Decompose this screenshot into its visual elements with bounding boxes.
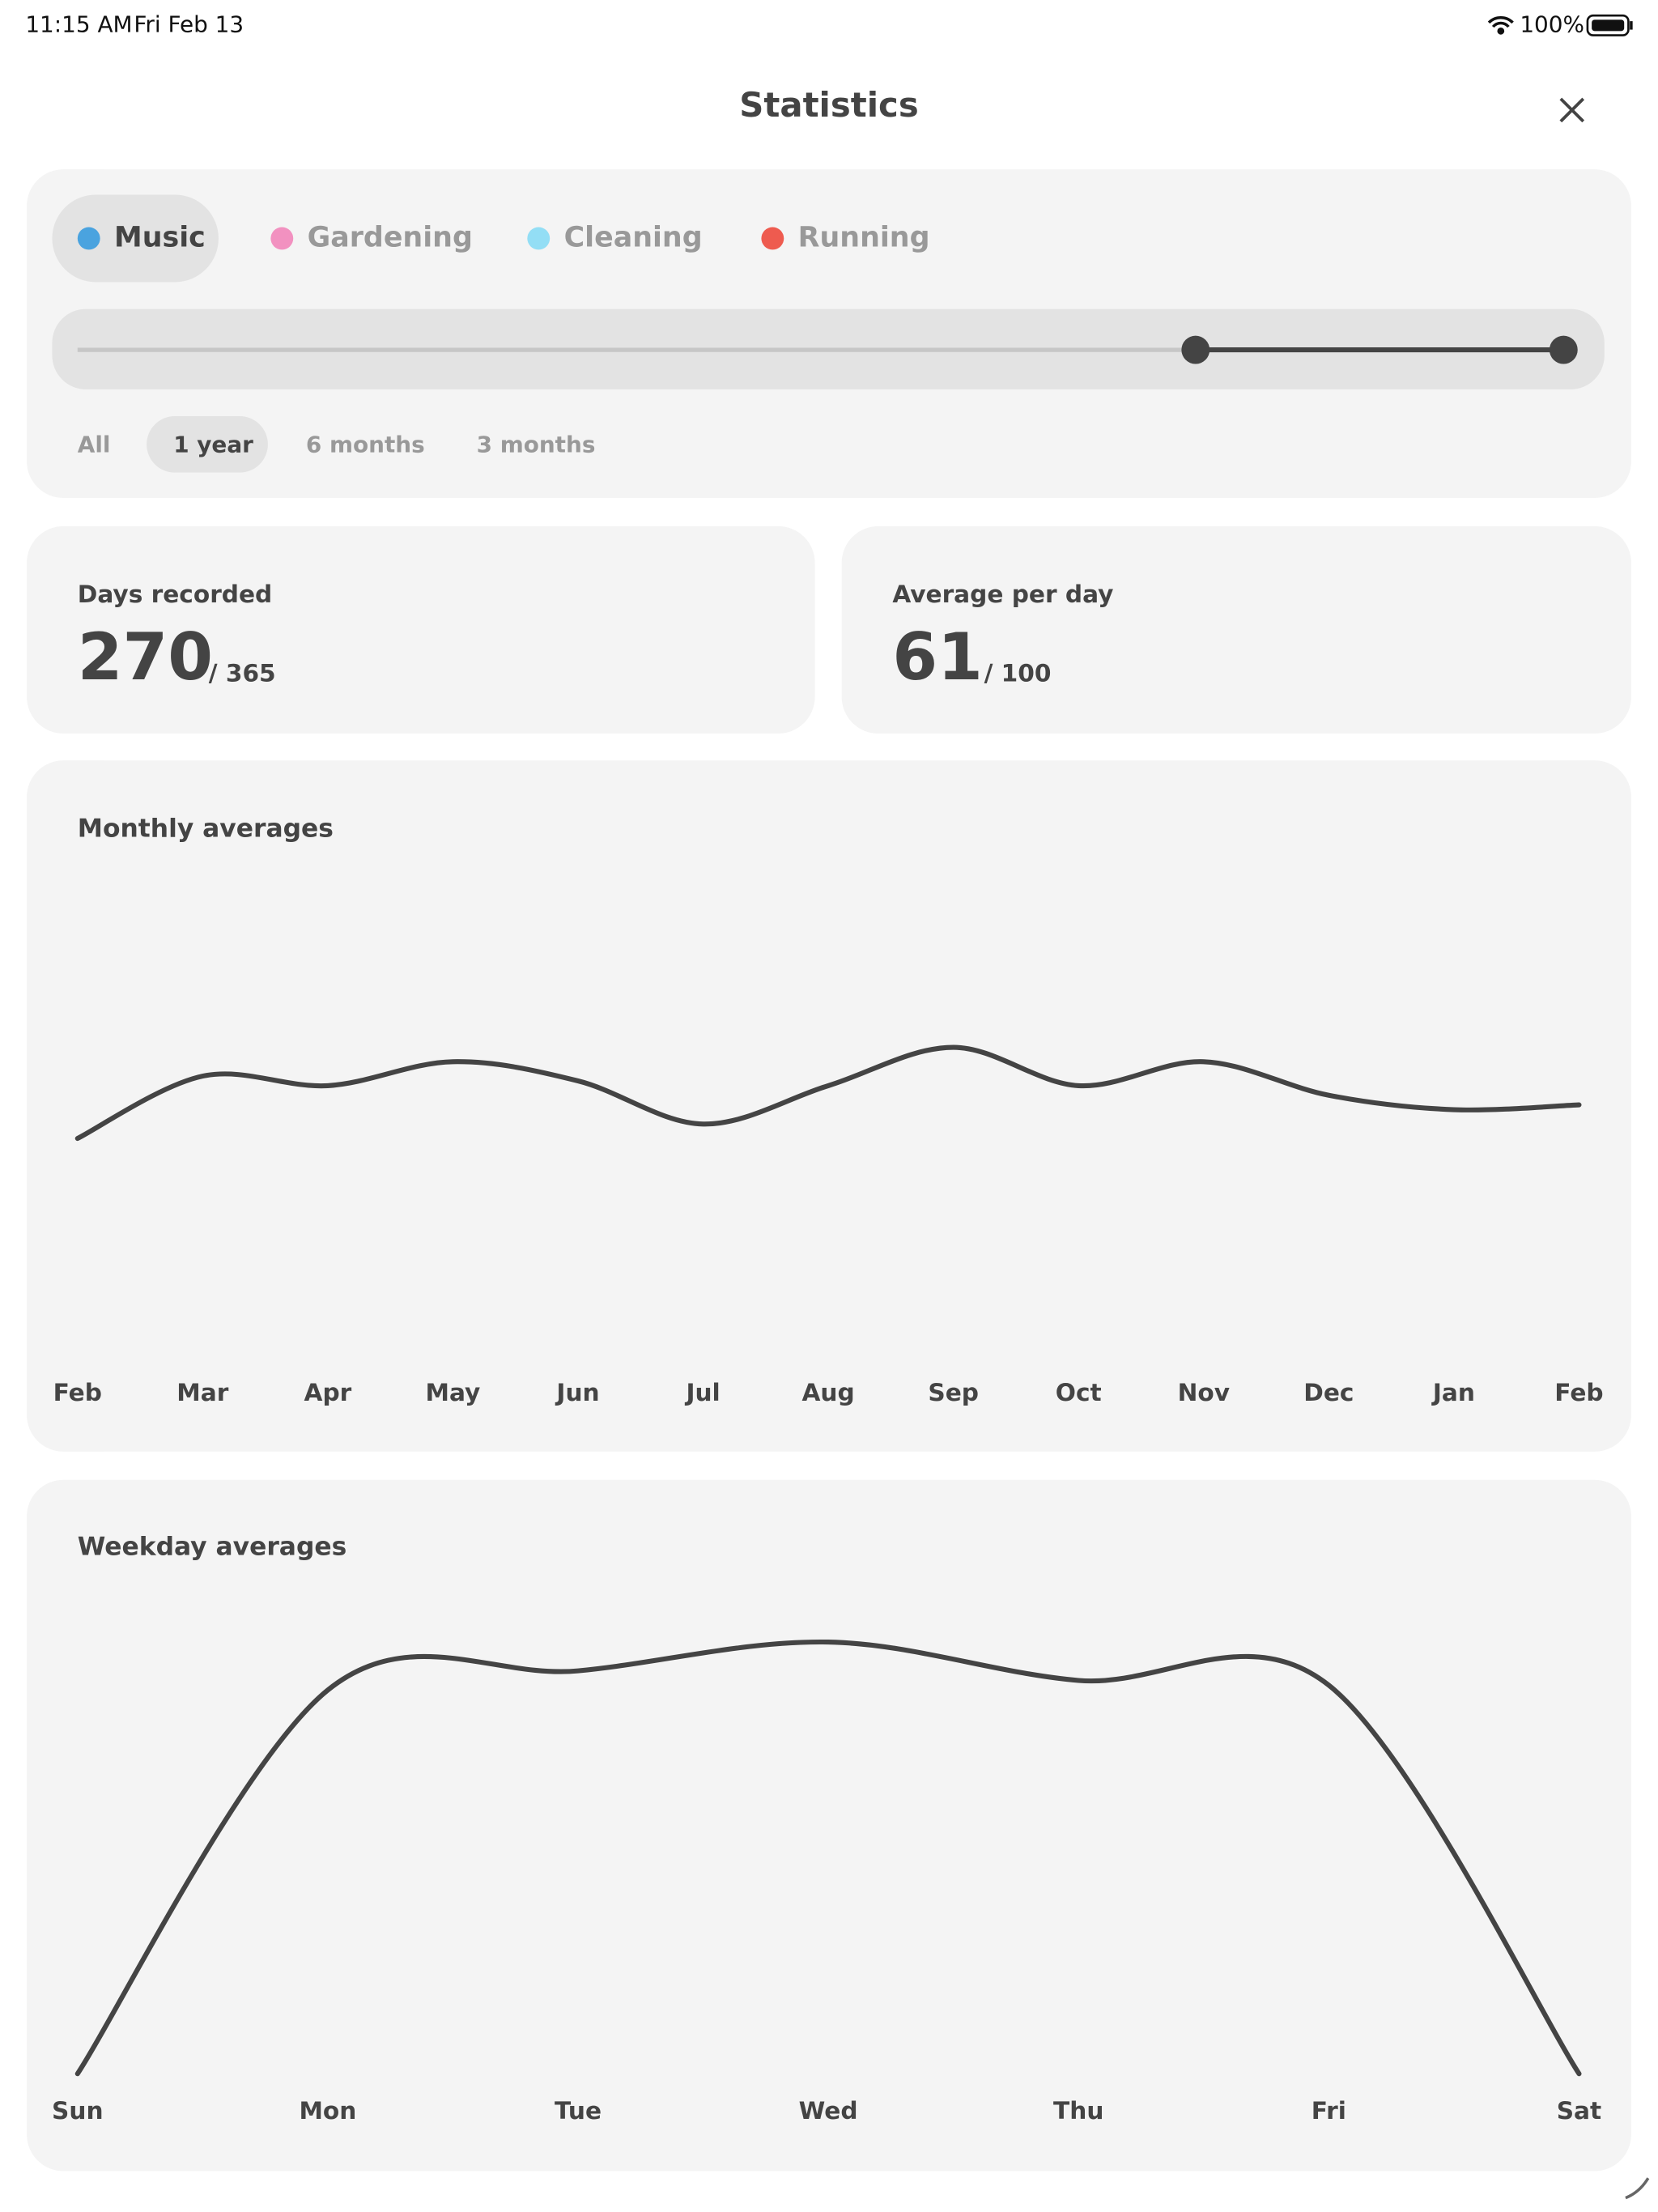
tab-dot [270, 227, 294, 250]
x-tick-label: Nov [1178, 1379, 1230, 1406]
line-series [74, 1044, 1582, 1142]
close-button[interactable] [1559, 97, 1585, 123]
tab-dot [761, 227, 784, 250]
stat-card [27, 525, 815, 734]
stat-value: 61 [892, 619, 982, 695]
x-tick-label: Feb [1554, 1379, 1603, 1406]
stat-label: Days recorded [78, 581, 272, 608]
tab-bar: Music Gardening Cleaning Running [52, 194, 930, 283]
stat-label: Average per day [892, 581, 1113, 608]
x-tick-label: Mon [299, 2097, 356, 2125]
x-tick-label: Sep [928, 1379, 979, 1406]
x-tick-label: Dec [1303, 1379, 1354, 1406]
tab-label[interactable]: Music [114, 221, 206, 253]
status-time: 11:15 AM [25, 11, 132, 37]
x-tick-label: Thu [1053, 2097, 1103, 2125]
resize-indicator [1625, 2177, 1650, 2200]
tab-dot [77, 227, 100, 250]
x-tick-label: Apr [304, 1379, 352, 1406]
period-option[interactable]: 6 months [306, 432, 425, 458]
slider-handle[interactable] [1181, 335, 1210, 364]
stat-value: 270 [78, 619, 213, 695]
x-tick-label: Wed [799, 2097, 858, 2125]
x-tick-label: Oct [1056, 1379, 1102, 1406]
chart-card [27, 760, 1631, 1452]
wifi-icon [1487, 16, 1514, 35]
x-tick-label: Jan [1431, 1379, 1475, 1406]
stat-card [841, 525, 1631, 734]
tab-selected-bg [52, 194, 219, 283]
tab-label[interactable]: Gardening [308, 221, 473, 253]
charts: Monthly averages Feb Mar Apr May Jun Jul Aug Sep… [52, 814, 1604, 2124]
period-option[interactable]: 1 year [173, 432, 253, 458]
tab-dot [527, 227, 551, 250]
period-option[interactable]: 3 months [477, 432, 596, 458]
battery-icon [1586, 14, 1633, 36]
period-option[interactable]: All [78, 432, 111, 458]
x-tick-label: Sun [52, 2097, 103, 2125]
slider-handle[interactable] [1549, 335, 1578, 364]
x-tick-label: Tue [555, 2097, 602, 2125]
x-tick-label: Mar [176, 1379, 228, 1406]
x-tick-label: Sat [1557, 2097, 1601, 2125]
period-selected-bg [147, 415, 268, 473]
chart-title: Monthly averages [78, 814, 334, 843]
stat-total: / 100 [984, 659, 1052, 687]
period-selector: All 1 year 6 months 3 months [78, 415, 596, 473]
page-title: Statistics [739, 85, 918, 125]
x-tick-label: May [426, 1379, 481, 1406]
chart-title: Weekday averages [78, 1532, 347, 1561]
battery-percent: 100% [1520, 11, 1584, 37]
x-tick-label: Jun [555, 1379, 599, 1406]
tab-label[interactable]: Cleaning [564, 221, 703, 253]
line-series [74, 1639, 1582, 2077]
tab-label[interactable]: Running [798, 221, 930, 253]
x-tick-label: Fri [1312, 2097, 1346, 2125]
x-tick-label: Jul [684, 1379, 720, 1406]
x-tick-label: Aug [802, 1379, 855, 1406]
chart-card [27, 1479, 1631, 2172]
x-tick-label: Feb [53, 1379, 102, 1406]
stat-total: / 365 [209, 659, 276, 687]
status-date: Fri Feb 13 [134, 11, 244, 37]
